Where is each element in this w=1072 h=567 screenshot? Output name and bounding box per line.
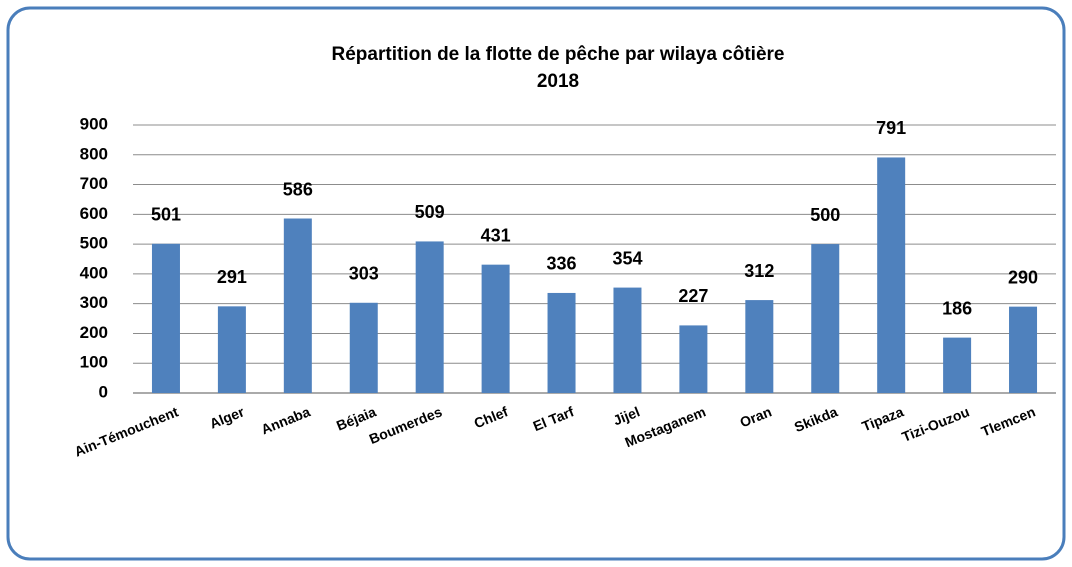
y-tick-label: 400 xyxy=(80,263,108,282)
bar xyxy=(877,157,906,393)
bar xyxy=(811,244,840,393)
data-label: 291 xyxy=(217,267,247,287)
data-label: 791 xyxy=(876,118,906,138)
bar xyxy=(547,292,576,393)
y-tick-label: 100 xyxy=(80,353,108,372)
bar xyxy=(943,337,972,393)
bar xyxy=(217,306,246,393)
data-label: 312 xyxy=(744,261,774,281)
y-tick-label: 800 xyxy=(80,144,108,163)
bar xyxy=(481,264,510,393)
data-label: 354 xyxy=(612,248,642,268)
bar xyxy=(151,243,180,393)
data-label: 290 xyxy=(1008,267,1038,287)
chart-title: Répartition de la flotte de pêche par wi… xyxy=(332,44,785,65)
bar xyxy=(349,302,378,393)
data-label: 500 xyxy=(810,205,840,225)
y-tick-label: 500 xyxy=(80,234,108,253)
y-tick-label: 900 xyxy=(80,114,108,133)
bar xyxy=(415,241,444,393)
data-label: 431 xyxy=(481,225,511,245)
data-label: 501 xyxy=(151,205,181,225)
y-tick-label: 0 xyxy=(99,382,108,401)
data-label: 186 xyxy=(942,298,972,318)
data-label: 303 xyxy=(349,264,379,284)
y-tick-label: 200 xyxy=(80,323,108,342)
data-label: 227 xyxy=(678,286,708,306)
bar xyxy=(679,325,708,393)
data-label: 586 xyxy=(283,179,313,199)
chart-subtitle: 2018 xyxy=(537,71,579,92)
bar xyxy=(283,218,312,393)
bar xyxy=(1009,306,1038,393)
y-tick-label: 700 xyxy=(80,174,108,193)
y-tick-label: 600 xyxy=(80,204,108,223)
data-label: 509 xyxy=(415,202,445,222)
y-tick-label: 300 xyxy=(80,293,108,312)
data-label: 336 xyxy=(547,254,577,274)
bar xyxy=(745,300,774,393)
bar xyxy=(613,287,642,393)
chart-frame xyxy=(6,6,1066,561)
